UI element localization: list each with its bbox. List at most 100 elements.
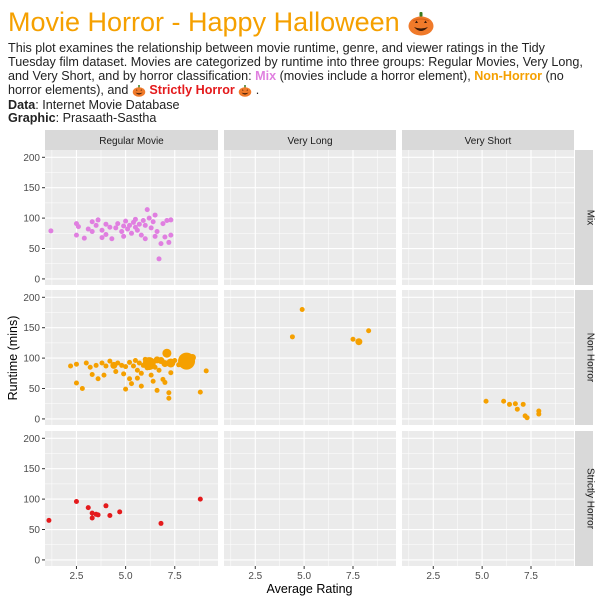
data-point bbox=[103, 363, 109, 369]
x-axis-title: Average Rating bbox=[267, 582, 353, 596]
facet-panel-0-2 bbox=[402, 150, 574, 285]
data-point bbox=[109, 236, 115, 242]
row-strip bbox=[575, 431, 593, 566]
data-point bbox=[99, 235, 105, 241]
data-point bbox=[136, 221, 142, 227]
data-point bbox=[125, 226, 131, 232]
data-point bbox=[93, 222, 99, 228]
data-point bbox=[89, 219, 95, 225]
data-value: : Internet Movie Database bbox=[35, 98, 180, 112]
data-point bbox=[134, 367, 140, 373]
data-point bbox=[197, 496, 203, 502]
y-tick-label: 50 bbox=[29, 244, 41, 255]
data-point bbox=[148, 361, 154, 367]
data-point bbox=[166, 239, 172, 245]
data-point bbox=[156, 256, 162, 262]
column-strip bbox=[402, 130, 574, 150]
plot-title-text: Movie Horror - Happy Halloween bbox=[8, 7, 400, 37]
facet-points bbox=[68, 348, 209, 401]
data-point bbox=[142, 222, 148, 228]
panel-background bbox=[224, 431, 396, 566]
data-point bbox=[103, 221, 109, 227]
facet-panel-2-2 bbox=[402, 431, 574, 566]
data-point bbox=[95, 376, 101, 382]
data-point bbox=[107, 358, 113, 364]
jack-o-lantern-icon bbox=[408, 11, 434, 36]
facet-panel-1-2 bbox=[402, 290, 574, 425]
data-point bbox=[68, 363, 74, 369]
row-strip-label: Mix bbox=[585, 210, 596, 226]
plot-subtitle: This plot examines the relationship betw… bbox=[8, 41, 593, 97]
data-point bbox=[123, 386, 129, 392]
data-point bbox=[512, 401, 518, 407]
facet-panel-0-1 bbox=[224, 150, 396, 285]
data-point bbox=[197, 389, 203, 395]
data-point bbox=[507, 401, 512, 407]
data-point bbox=[121, 371, 127, 377]
data-point bbox=[144, 207, 150, 213]
data-point bbox=[113, 368, 119, 374]
y-tick-label: 50 bbox=[29, 384, 41, 395]
data-point bbox=[119, 362, 125, 368]
data-point bbox=[130, 363, 136, 369]
data-point bbox=[158, 241, 164, 247]
x-tick-label: 2.5 bbox=[248, 571, 262, 582]
y-tick-label: 50 bbox=[29, 525, 41, 536]
data-point bbox=[148, 225, 154, 231]
data-point bbox=[75, 224, 81, 230]
data-point bbox=[83, 360, 89, 366]
row-strip-label: Non Horror bbox=[585, 333, 596, 383]
data-point bbox=[73, 232, 79, 238]
data-point bbox=[166, 395, 172, 401]
data-point bbox=[168, 217, 174, 223]
small-pumpkin-icon bbox=[239, 84, 252, 97]
data-point bbox=[123, 364, 129, 370]
data-point bbox=[73, 499, 79, 505]
subtitle-text-4: . bbox=[252, 83, 260, 97]
data-point bbox=[127, 222, 133, 228]
data-point bbox=[113, 225, 119, 231]
panel-background bbox=[224, 150, 396, 285]
panel-background bbox=[45, 150, 218, 285]
data-point bbox=[140, 218, 146, 224]
data-point bbox=[79, 386, 85, 392]
data-point bbox=[136, 360, 142, 366]
panel-background bbox=[402, 150, 574, 285]
data-point bbox=[520, 401, 526, 407]
data-point bbox=[168, 232, 174, 238]
data-source-line: Data: Internet Movie Database bbox=[8, 99, 180, 112]
y-tick-label: 150 bbox=[23, 464, 40, 475]
strictly-horror-legend-label: Strictly Horror bbox=[149, 83, 235, 97]
y-tick-label: 200 bbox=[23, 153, 40, 164]
data-point bbox=[89, 372, 95, 378]
data-point bbox=[89, 228, 95, 234]
x-tick-label: 7.5 bbox=[524, 571, 538, 582]
column-strip-label: Very Short bbox=[465, 136, 512, 147]
facet-points bbox=[46, 496, 203, 526]
data-label: Data bbox=[8, 98, 36, 112]
data-point bbox=[154, 387, 160, 393]
y-tick-label: 150 bbox=[23, 183, 40, 194]
facet-points bbox=[289, 306, 372, 346]
data-point bbox=[107, 224, 113, 230]
facet-panel-2-1 bbox=[224, 431, 396, 566]
subtitle-text-1: This plot examines the relationship betw… bbox=[8, 41, 583, 83]
data-point bbox=[289, 334, 295, 340]
data-point bbox=[154, 228, 160, 234]
y-tick-label: 200 bbox=[23, 434, 40, 445]
plot-title: Movie Horror - Happy Halloween bbox=[8, 6, 435, 38]
data-point bbox=[101, 372, 107, 378]
data-point bbox=[127, 376, 133, 382]
y-axis-title: Runtime (mins) bbox=[6, 316, 20, 401]
x-tick-label: 7.5 bbox=[346, 571, 360, 582]
y-tick-label: 0 bbox=[34, 414, 40, 425]
x-tick-label: 2.5 bbox=[426, 571, 440, 582]
data-point bbox=[132, 216, 138, 222]
data-point bbox=[95, 217, 101, 223]
graphic-value: : Prasaath-Sastha bbox=[55, 111, 157, 125]
non-horror-legend-label: Non-Horror bbox=[474, 69, 543, 83]
facet-panel-2-0 bbox=[45, 431, 218, 566]
data-point bbox=[152, 364, 158, 370]
data-point bbox=[81, 235, 87, 241]
